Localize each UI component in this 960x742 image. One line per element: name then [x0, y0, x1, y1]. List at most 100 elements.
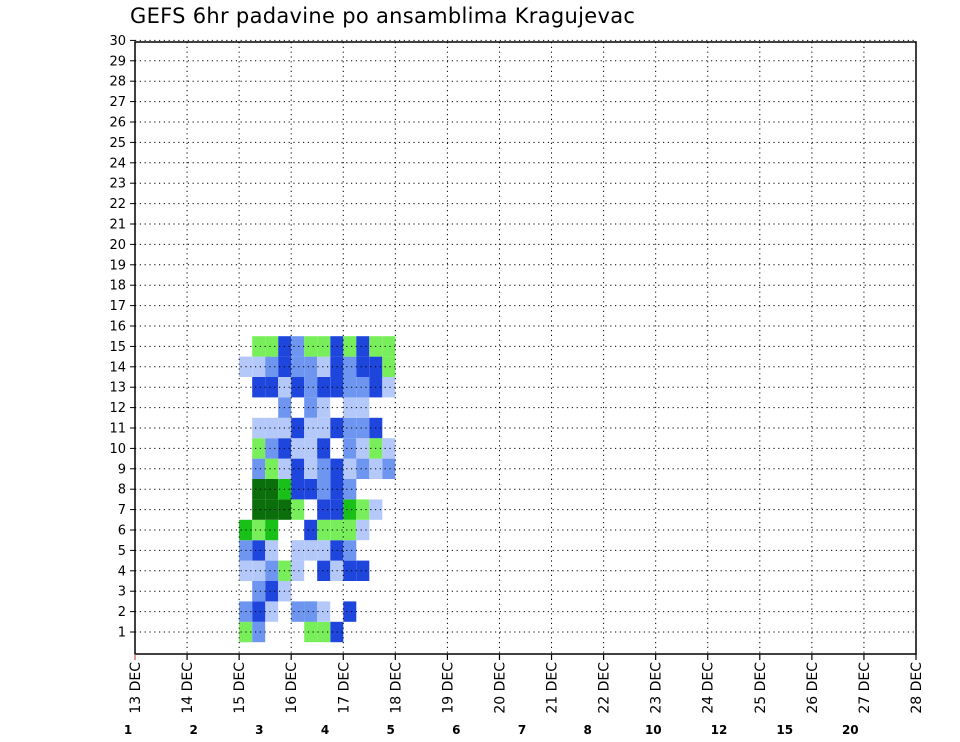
y-tick-label: 30	[109, 34, 126, 49]
y-tick-label: 16	[109, 320, 126, 335]
y-tick-label: 26	[109, 116, 126, 131]
heatmap-cell	[317, 377, 331, 398]
heatmap-cell	[356, 397, 370, 418]
heatmap-cell	[356, 336, 370, 357]
colorbar-label: 4	[321, 723, 329, 737]
heatmap-cell	[291, 560, 305, 581]
y-tick-label: 15	[109, 340, 126, 355]
heatmap-cell	[252, 560, 266, 581]
colorbar-label: 2	[190, 723, 198, 737]
heatmap-cell	[291, 336, 305, 357]
heatmap-cell	[382, 377, 396, 398]
heatmap-cell	[291, 479, 305, 500]
heatmap-cell	[265, 438, 279, 459]
y-tick-label: 24	[109, 156, 126, 171]
heatmap-cell	[317, 356, 331, 377]
heatmap-cell	[252, 581, 266, 602]
heatmap-cell	[382, 438, 396, 459]
heatmap-cell	[252, 377, 266, 398]
y-tick-label: 21	[109, 218, 126, 233]
colorbar-label: 8	[584, 723, 592, 737]
x-axis: 13 DEC 14 DEC 15 DEC 16 DEC 17 DEC 18 DEC 19 D…	[128, 654, 925, 714]
colorbar: 1 2 3 4 5 6 7 8 10 12 15 20	[124, 723, 859, 737]
heatmap-cell	[304, 397, 318, 418]
heatmap-cell	[356, 499, 370, 520]
heatmap-cell	[317, 519, 331, 541]
y-tick-label: 4	[118, 564, 126, 579]
heatmap-cell	[265, 499, 279, 520]
colorbar-label: 6	[452, 723, 460, 737]
heatmap-cell	[252, 540, 266, 561]
colorbar-label: 10	[645, 723, 662, 737]
y-tick-label: 22	[109, 197, 126, 212]
heatmap-cell	[252, 479, 266, 500]
heatmap-cell	[343, 438, 357, 459]
heatmap-cell	[291, 499, 305, 520]
grid-lines	[135, 39, 916, 654]
y-tick-label: 19	[109, 258, 126, 273]
heatmap-cell	[265, 560, 279, 581]
heatmap-cell	[304, 479, 318, 500]
heatmap-cell	[356, 458, 370, 479]
heatmap-cell	[343, 519, 357, 541]
heatmap-cell	[343, 560, 357, 581]
heatmap-cell	[265, 356, 279, 377]
heatmap-cell	[382, 356, 396, 377]
heatmap-cell	[265, 479, 279, 500]
y-tick-label: 2	[118, 605, 126, 620]
chart-title: GEFS 6hr padavine po ansamblima Kragujev…	[130, 4, 636, 28]
heatmap-cell	[343, 377, 357, 398]
y-tick-label: 20	[109, 238, 126, 253]
x-tick-label: 22 DEC	[597, 662, 613, 714]
heatmap-cell	[343, 601, 357, 622]
x-tick-label: 23 DEC	[649, 662, 665, 714]
heatmap-cell	[343, 397, 357, 418]
heatmap-cell	[317, 499, 331, 520]
heatmap-cell	[317, 397, 331, 418]
heatmap-cell	[356, 356, 370, 377]
heatmap-cell	[291, 438, 305, 459]
heatmap-cell	[252, 417, 266, 439]
heatmap-cell	[343, 458, 357, 479]
colorbar-label: 3	[255, 723, 263, 737]
heatmap-cell	[252, 519, 266, 541]
heatmap-cell	[382, 336, 396, 357]
heatmap-cell	[291, 417, 305, 439]
y-tick-label: 12	[109, 401, 126, 416]
x-tick-label: 19 DEC	[440, 662, 456, 714]
heatmap-cell	[265, 581, 279, 602]
y-tick-label: 29	[109, 54, 126, 69]
y-tick-label: 27	[109, 95, 126, 110]
heatmap-cell	[304, 356, 318, 377]
heatmap-cell	[265, 336, 279, 357]
x-tick-label: 25 DEC	[753, 662, 769, 714]
colorbar-label: 20	[842, 723, 859, 737]
heatmap-cell	[291, 601, 305, 622]
heatmap-cell	[356, 417, 370, 439]
colorbar-label: 15	[776, 723, 793, 737]
heatmap-cell	[356, 560, 370, 581]
colorbar-label: 5	[387, 723, 395, 737]
heatmap-cells	[239, 336, 396, 643]
y-tick-label: 17	[109, 299, 126, 314]
heatmap-cell	[356, 438, 370, 459]
y-tick-label: 1	[118, 626, 126, 641]
heatmap-cell	[317, 540, 331, 561]
heatmap-cell	[265, 540, 279, 561]
heatmap-cell	[265, 601, 279, 622]
x-tick-label: 21 DEC	[545, 662, 561, 714]
x-tick-label: 27 DEC	[857, 662, 873, 714]
heatmap-cell	[343, 499, 357, 520]
plot-frame	[134, 41, 917, 655]
y-tick-label: 3	[118, 585, 126, 600]
y-tick-label: 13	[109, 381, 126, 396]
heatmap-cell	[317, 621, 331, 643]
heatmap-cell	[252, 499, 266, 520]
y-tick-label: 18	[109, 279, 126, 294]
heatmap-cell	[343, 336, 357, 357]
heatmap-cell	[252, 356, 266, 377]
heatmap-cell	[304, 601, 318, 622]
y-tick-label: 14	[109, 360, 126, 375]
x-tick-label: 13 DEC	[128, 662, 144, 714]
